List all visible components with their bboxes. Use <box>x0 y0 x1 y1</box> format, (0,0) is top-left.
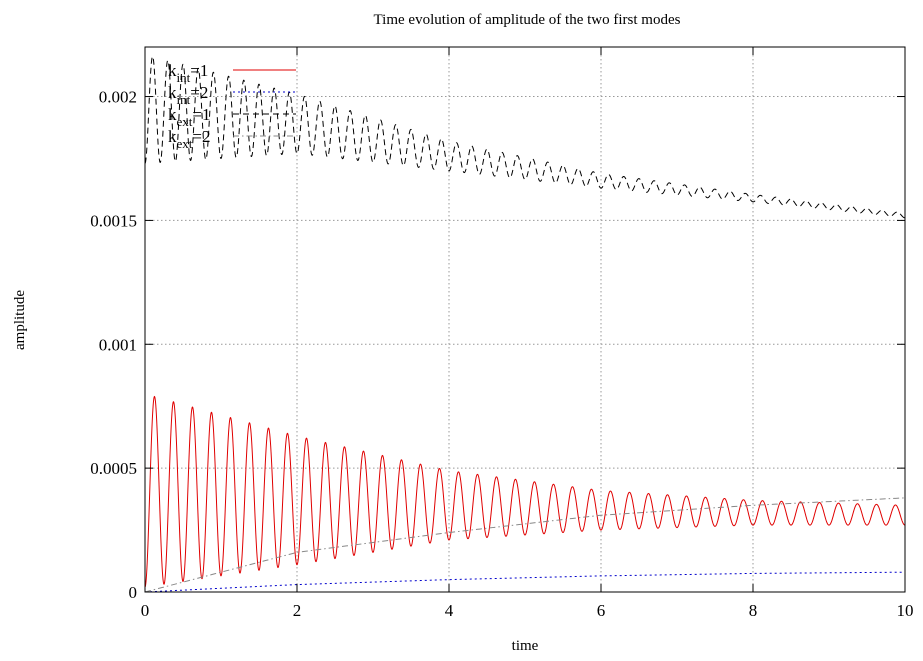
x-tick-label: 2 <box>293 601 302 620</box>
y-axis-label: amplitude <box>12 290 28 350</box>
x-tick-label: 6 <box>597 601 606 620</box>
grid <box>145 47 905 592</box>
plot-frame <box>144 46 906 593</box>
x-axis-label: time <box>512 638 539 654</box>
series-line-4 <box>144 497 906 593</box>
x-tick-label: 0 <box>141 601 150 620</box>
x-tick-label: 8 <box>749 601 758 620</box>
y-tick-label: 0.002 <box>99 88 137 107</box>
series-line-1 <box>144 395 906 588</box>
y-tick-label: 0.0005 <box>90 459 137 478</box>
y-tick-label: 0.001 <box>99 335 137 354</box>
series-layer <box>144 55 906 593</box>
chart-title: Time evolution of amplitude of the two f… <box>374 12 681 28</box>
y-tick-label: 0.0015 <box>90 211 137 230</box>
ticks: 0 2 4 6 8 10 0 0.0005 0.001 0.0015 0.002 <box>90 47 914 620</box>
y-tick-label: 0 <box>129 583 138 602</box>
series-line-2 <box>144 571 906 593</box>
x-tick-label: 4 <box>445 601 454 620</box>
x-tick-label: 10 <box>897 601 914 620</box>
